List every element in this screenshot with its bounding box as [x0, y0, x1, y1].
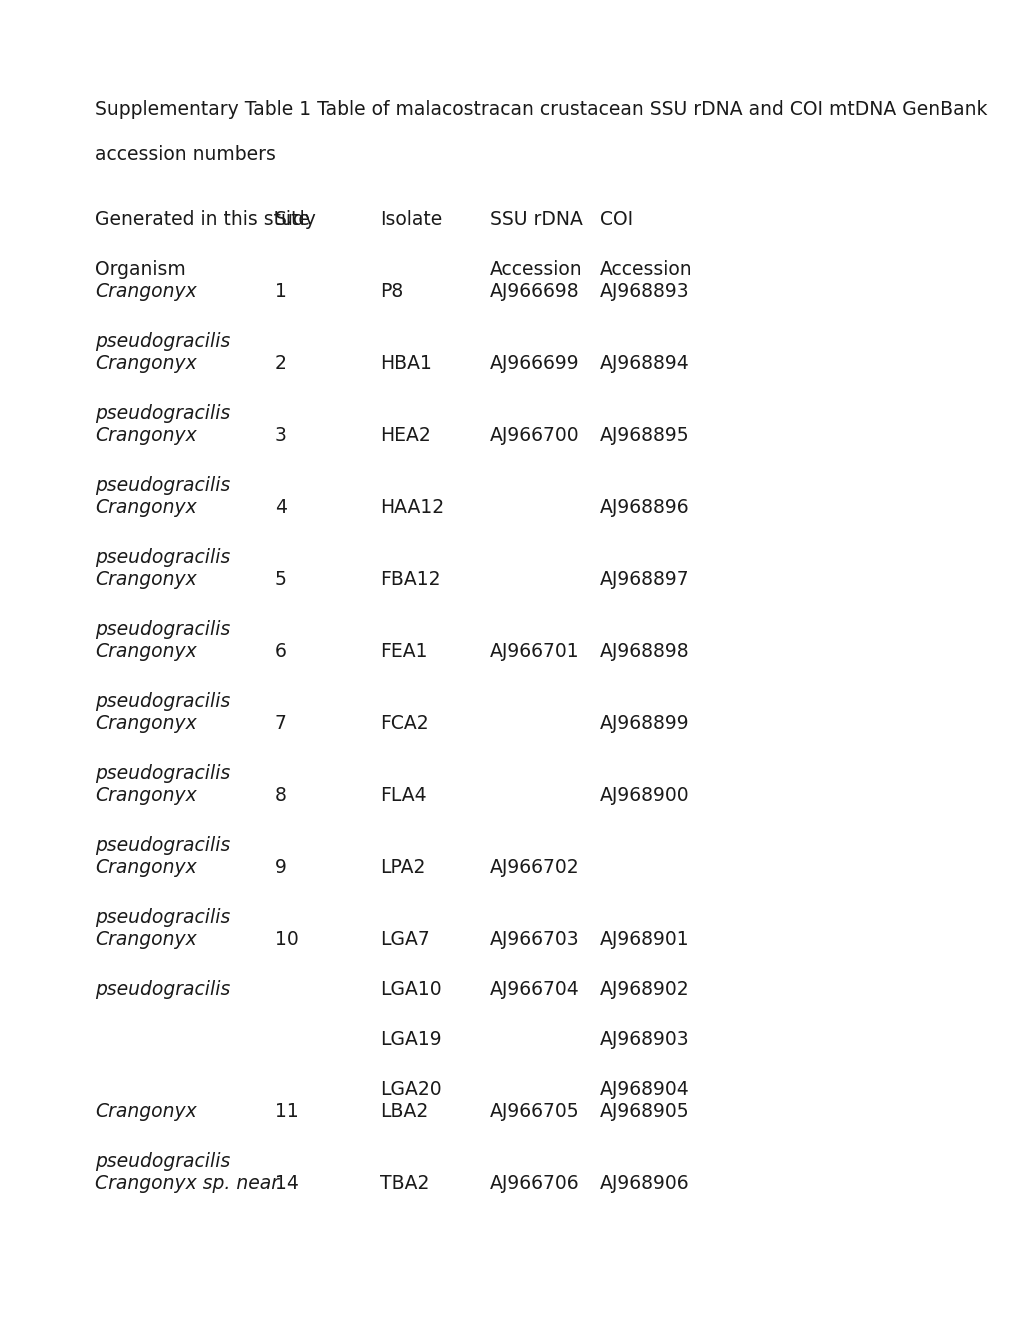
Text: AJ966699: AJ966699	[489, 354, 579, 374]
Text: 2: 2	[275, 354, 286, 374]
Text: P8: P8	[380, 282, 403, 301]
Text: LBA2: LBA2	[380, 1102, 428, 1121]
Text: AJ968901: AJ968901	[599, 931, 689, 949]
Text: 5: 5	[275, 570, 286, 589]
Text: 11: 11	[275, 1102, 299, 1121]
Text: pseudogracilis: pseudogracilis	[95, 548, 230, 568]
Text: AJ966701: AJ966701	[489, 642, 579, 661]
Text: TBA2: TBA2	[380, 1173, 429, 1193]
Text: 7: 7	[275, 714, 286, 733]
Text: LGA19: LGA19	[380, 1030, 441, 1049]
Text: accession numbers: accession numbers	[95, 145, 275, 164]
Text: SSU rDNA: SSU rDNA	[489, 210, 582, 228]
Text: FEA1: FEA1	[380, 642, 427, 661]
Text: pseudogracilis: pseudogracilis	[95, 477, 230, 495]
Text: Crangonyx: Crangonyx	[95, 282, 197, 301]
Text: Crangonyx: Crangonyx	[95, 642, 197, 661]
Text: LGA20: LGA20	[380, 1080, 441, 1100]
Text: AJ968896: AJ968896	[599, 498, 689, 517]
Text: LPA2: LPA2	[380, 858, 425, 876]
Text: Crangonyx: Crangonyx	[95, 714, 197, 733]
Text: AJ968895: AJ968895	[599, 426, 689, 445]
Text: Supplementary Table 1 Table of malacostracan crustacean SSU rDNA and COI mtDNA G: Supplementary Table 1 Table of malacostr…	[95, 100, 986, 119]
Text: 3: 3	[275, 426, 286, 445]
Text: 14: 14	[275, 1173, 299, 1193]
Text: AJ966706: AJ966706	[489, 1173, 579, 1193]
Text: LGA7: LGA7	[380, 931, 429, 949]
Text: pseudogracilis: pseudogracilis	[95, 333, 230, 351]
Text: Crangonyx: Crangonyx	[95, 1102, 197, 1121]
Text: AJ968905: AJ968905	[599, 1102, 689, 1121]
Text: pseudogracilis: pseudogracilis	[95, 979, 230, 999]
Text: AJ966704: AJ966704	[489, 979, 579, 999]
Text: Crangonyx: Crangonyx	[95, 354, 197, 374]
Text: pseudogracilis: pseudogracilis	[95, 692, 230, 711]
Text: 10: 10	[275, 931, 299, 949]
Text: Crangonyx: Crangonyx	[95, 931, 197, 949]
Text: AJ968902: AJ968902	[599, 979, 689, 999]
Text: Crangonyx sp. near: Crangonyx sp. near	[95, 1173, 279, 1193]
Text: HEA2: HEA2	[380, 426, 430, 445]
Text: pseudogracilis: pseudogracilis	[95, 1152, 230, 1171]
Text: AJ966702: AJ966702	[489, 858, 579, 876]
Text: AJ966705: AJ966705	[489, 1102, 579, 1121]
Text: FLA4: FLA4	[380, 785, 426, 805]
Text: AJ968904: AJ968904	[599, 1080, 689, 1100]
Text: pseudogracilis: pseudogracilis	[95, 836, 230, 855]
Text: AJ968900: AJ968900	[599, 785, 689, 805]
Text: AJ968906: AJ968906	[599, 1173, 689, 1193]
Text: FBA12: FBA12	[380, 570, 440, 589]
Text: AJ966703: AJ966703	[489, 931, 579, 949]
Text: HBA1: HBA1	[380, 354, 431, 374]
Text: pseudogracilis: pseudogracilis	[95, 620, 230, 639]
Text: Organism: Organism	[95, 260, 185, 279]
Text: LGA10: LGA10	[380, 979, 441, 999]
Text: AJ968899: AJ968899	[599, 714, 689, 733]
Text: AJ968893: AJ968893	[599, 282, 689, 301]
Text: HAA12: HAA12	[380, 498, 443, 517]
Text: 8: 8	[275, 785, 286, 805]
Text: FCA2: FCA2	[380, 714, 428, 733]
Text: AJ968894: AJ968894	[599, 354, 689, 374]
Text: Accession: Accession	[599, 260, 692, 279]
Text: AJ968898: AJ968898	[599, 642, 689, 661]
Text: Crangonyx: Crangonyx	[95, 498, 197, 517]
Text: Crangonyx: Crangonyx	[95, 858, 197, 876]
Text: pseudogracilis: pseudogracilis	[95, 764, 230, 783]
Text: Crangonyx: Crangonyx	[95, 570, 197, 589]
Text: AJ968903: AJ968903	[599, 1030, 689, 1049]
Text: AJ966700: AJ966700	[489, 426, 579, 445]
Text: pseudogracilis: pseudogracilis	[95, 908, 230, 927]
Text: Generated in this study: Generated in this study	[95, 210, 316, 228]
Text: AJ968897: AJ968897	[599, 570, 689, 589]
Text: Site: Site	[275, 210, 311, 228]
Text: Accession: Accession	[489, 260, 582, 279]
Text: 4: 4	[275, 498, 286, 517]
Text: Crangonyx: Crangonyx	[95, 426, 197, 445]
Text: 1: 1	[275, 282, 286, 301]
Text: Isolate: Isolate	[380, 210, 442, 228]
Text: Crangonyx: Crangonyx	[95, 785, 197, 805]
Text: pseudogracilis: pseudogracilis	[95, 404, 230, 422]
Text: COI: COI	[599, 210, 633, 228]
Text: 9: 9	[275, 858, 286, 876]
Text: 6: 6	[275, 642, 286, 661]
Text: AJ966698: AJ966698	[489, 282, 579, 301]
